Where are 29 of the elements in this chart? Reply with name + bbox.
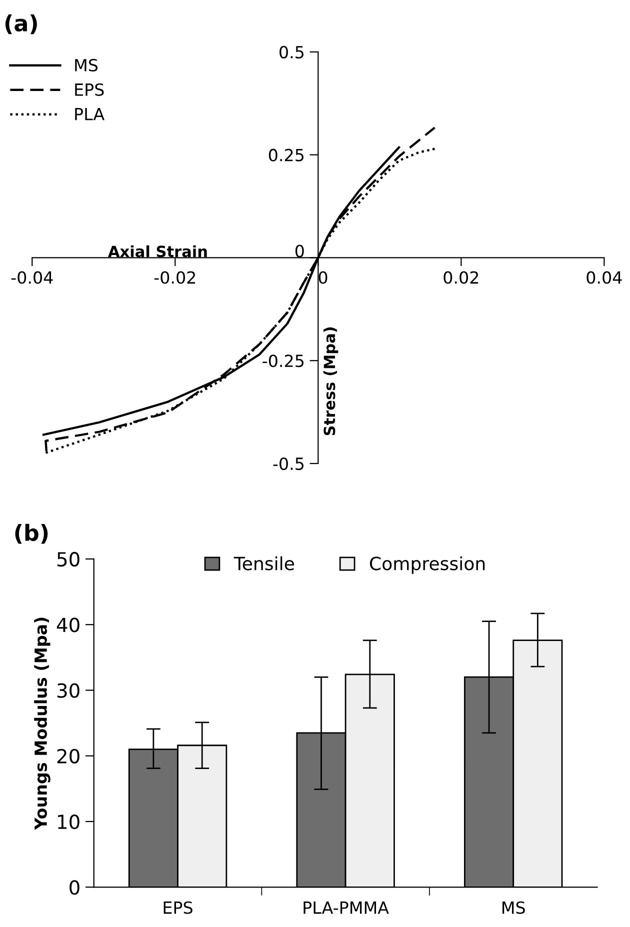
x-axis-title: Axial Strain	[108, 245, 207, 258]
chart-title: (a)	[5, 14, 37, 34]
y-tick-label: -0.5	[273, 457, 304, 470]
x-tick-label: 0.02	[444, 271, 478, 284]
y-tick-label: 0	[295, 244, 304, 258]
y-tick-label: -0.25	[262, 354, 304, 368]
chart-title: (b)	[15, 524, 48, 544]
y-tick-label: 0.25	[268, 148, 304, 162]
x-tick-label: PLA-PMMA	[304, 902, 389, 914]
legend-label: MS	[75, 58, 98, 72]
y-tick-label: 50	[57, 552, 80, 567]
y-axis-title: Stress (Mpa)	[323, 327, 338, 436]
legend-label: EPS	[75, 83, 104, 96]
legend-label: Tensile	[234, 556, 294, 570]
x-tick-label: -0.04	[11, 271, 53, 284]
x-tick-label: EPS	[164, 901, 192, 914]
legend-label: PLA	[75, 108, 104, 120]
x-tick-label: 0.04	[586, 271, 622, 284]
y-tick-label: 40	[56, 618, 80, 632]
x-tick-label: -0.02	[154, 271, 196, 284]
y-axis-title: Youngs Modulus (Mpa)	[34, 618, 50, 830]
y-tick-label: 0.5	[280, 46, 304, 58]
y-tick-label: 30	[57, 683, 80, 698]
legend-label: Compression	[370, 556, 485, 574]
x-tick-label: 0	[318, 271, 328, 284]
x-tick-label: MS	[502, 901, 525, 914]
y-tick-label: 20	[57, 748, 80, 764]
y-tick-label: 10	[58, 814, 80, 830]
y-tick-label: 0	[70, 880, 80, 895]
